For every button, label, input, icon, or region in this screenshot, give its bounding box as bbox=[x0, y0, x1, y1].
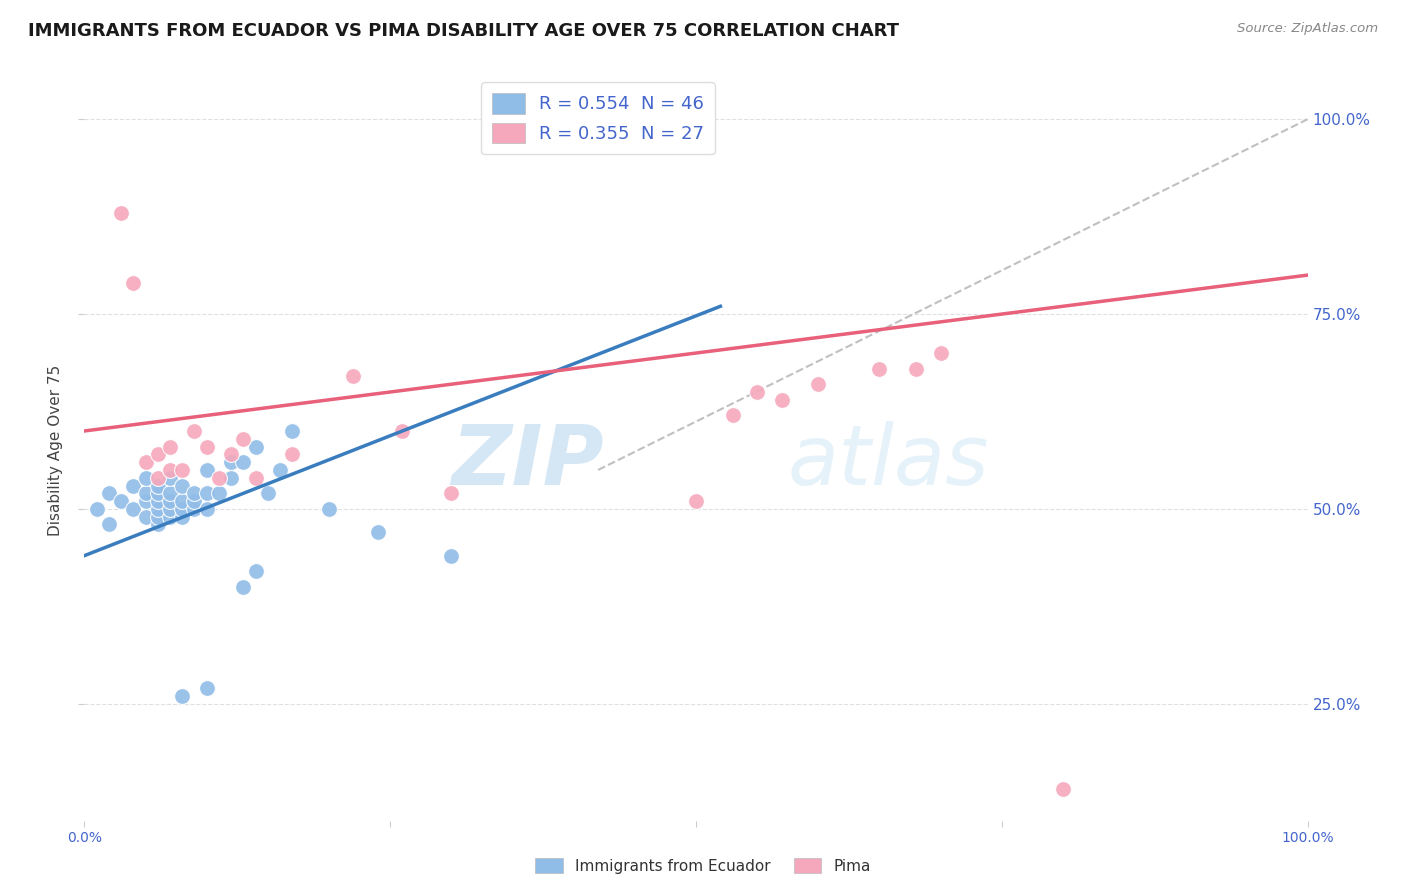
Text: Source: ZipAtlas.com: Source: ZipAtlas.com bbox=[1237, 22, 1378, 36]
Point bbox=[219, 455, 242, 469]
Point bbox=[208, 471, 231, 485]
Point bbox=[159, 509, 181, 524]
Point bbox=[219, 447, 242, 461]
Point bbox=[281, 447, 304, 461]
Point bbox=[281, 424, 304, 438]
Point bbox=[318, 502, 340, 516]
Point bbox=[245, 440, 267, 454]
Point bbox=[245, 471, 267, 485]
Point bbox=[195, 486, 218, 500]
Point bbox=[807, 377, 830, 392]
Point bbox=[232, 580, 254, 594]
Point bbox=[172, 494, 194, 508]
Point bbox=[245, 564, 267, 578]
Point bbox=[146, 502, 169, 516]
Point bbox=[195, 440, 218, 454]
Point bbox=[391, 424, 413, 438]
Point bbox=[146, 517, 169, 532]
Point bbox=[172, 478, 194, 492]
Point bbox=[747, 384, 769, 399]
Point bbox=[929, 346, 952, 360]
Point bbox=[159, 502, 181, 516]
Point bbox=[367, 525, 389, 540]
Legend: Immigrants from Ecuador, Pima: Immigrants from Ecuador, Pima bbox=[529, 852, 877, 880]
Point bbox=[97, 517, 120, 532]
Point bbox=[172, 509, 194, 524]
Point bbox=[342, 369, 364, 384]
Point bbox=[159, 494, 181, 508]
Point bbox=[146, 471, 169, 485]
Point bbox=[440, 549, 463, 563]
Point bbox=[183, 502, 205, 516]
Point bbox=[135, 471, 157, 485]
Point bbox=[135, 494, 157, 508]
Point bbox=[159, 440, 181, 454]
Point bbox=[905, 361, 928, 376]
Point bbox=[685, 494, 707, 508]
Point bbox=[172, 463, 194, 477]
Point bbox=[183, 424, 205, 438]
Point bbox=[195, 502, 218, 516]
Text: ZIP: ZIP bbox=[451, 421, 605, 502]
Point bbox=[146, 486, 169, 500]
Point bbox=[269, 463, 291, 477]
Point bbox=[146, 447, 169, 461]
Point bbox=[146, 494, 169, 508]
Point bbox=[208, 486, 231, 500]
Point bbox=[183, 486, 205, 500]
Point bbox=[770, 392, 793, 407]
Point bbox=[135, 509, 157, 524]
Point bbox=[146, 478, 169, 492]
Point bbox=[1052, 782, 1074, 797]
Point bbox=[122, 478, 145, 492]
Point bbox=[232, 432, 254, 446]
Text: atlas: atlas bbox=[787, 421, 990, 502]
Point bbox=[146, 509, 169, 524]
Point bbox=[86, 502, 108, 516]
Point bbox=[122, 276, 145, 290]
Point bbox=[122, 502, 145, 516]
Point bbox=[159, 471, 181, 485]
Point bbox=[257, 486, 280, 500]
Point bbox=[195, 463, 218, 477]
Point bbox=[172, 502, 194, 516]
Point bbox=[135, 455, 157, 469]
Point bbox=[195, 681, 218, 695]
Point bbox=[110, 494, 132, 508]
Point bbox=[135, 486, 157, 500]
Point bbox=[159, 486, 181, 500]
Point bbox=[232, 455, 254, 469]
Point bbox=[721, 409, 744, 423]
Point bbox=[869, 361, 891, 376]
Point bbox=[219, 471, 242, 485]
Point bbox=[440, 486, 463, 500]
Y-axis label: Disability Age Over 75: Disability Age Over 75 bbox=[48, 365, 63, 536]
Text: IMMIGRANTS FROM ECUADOR VS PIMA DISABILITY AGE OVER 75 CORRELATION CHART: IMMIGRANTS FROM ECUADOR VS PIMA DISABILI… bbox=[28, 22, 898, 40]
Point bbox=[183, 494, 205, 508]
Point bbox=[172, 689, 194, 703]
Point bbox=[159, 463, 181, 477]
Legend: R = 0.554  N = 46, R = 0.355  N = 27: R = 0.554 N = 46, R = 0.355 N = 27 bbox=[481, 82, 714, 154]
Point bbox=[97, 486, 120, 500]
Point bbox=[110, 206, 132, 220]
